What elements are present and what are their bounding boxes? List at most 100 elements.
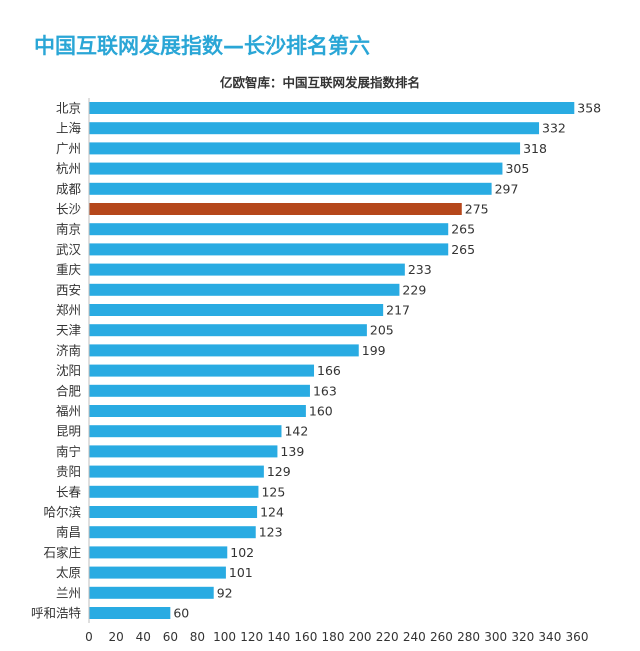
bar-9: [89, 283, 400, 296]
value-labels-group: 358 332 318 305 297 275 265 265 233 229 217 205 199 1…: [173, 101, 601, 621]
value-label: 129: [267, 464, 291, 479]
category-label: 长沙: [56, 202, 82, 217]
bar-18: [89, 465, 264, 478]
bar-3: [89, 162, 503, 175]
value-label: 233: [408, 262, 432, 277]
value-label: 160: [309, 404, 333, 419]
category-label: 哈尔滨: [43, 505, 81, 520]
x-tick-label: 220: [376, 630, 399, 644]
value-label: 217: [386, 303, 410, 318]
bar-4: [89, 182, 492, 195]
bar-24: [89, 586, 214, 599]
bar-2: [89, 142, 521, 155]
x-tick-label: 40: [136, 630, 151, 644]
bar-20: [89, 506, 258, 518]
x-tick-label: 60: [163, 630, 178, 644]
value-label: 229: [402, 282, 426, 297]
value-label: 102: [230, 545, 254, 560]
category-label: 重庆: [56, 262, 82, 277]
x-axis: 0 20 40 60 80 100 120 140 160 180 200 220 240 260 280 3…: [85, 98, 588, 644]
x-tick-label: 20: [108, 630, 123, 644]
category-label: 兰州: [56, 585, 81, 600]
category-label: 贵阳: [56, 464, 81, 479]
x-tick-label: 260: [430, 630, 453, 644]
category-label: 上海: [56, 121, 82, 136]
category-label: 北京: [56, 101, 81, 116]
value-label: 318: [523, 141, 547, 156]
bar-13: [89, 364, 315, 377]
x-tick-label: 140: [267, 630, 290, 644]
bar-16: [89, 425, 282, 438]
bar-22: [89, 546, 228, 559]
x-tick-label: 360: [566, 630, 589, 644]
category-label: 昆明: [56, 424, 81, 439]
bar-23: [89, 566, 226, 579]
value-label: 358: [577, 101, 601, 116]
category-label: 长春: [56, 484, 82, 499]
bar-14: [89, 384, 310, 397]
value-label: 199: [362, 343, 386, 358]
bar-11: [89, 324, 367, 337]
x-tick-label: 340: [538, 630, 561, 644]
bar-0: [89, 102, 575, 114]
value-label: 275: [465, 202, 489, 217]
value-label: 60: [173, 606, 189, 621]
value-label: 125: [261, 484, 285, 499]
chart-title: 中国互联网发展指数—长沙排名第六: [34, 34, 370, 58]
value-label: 166: [317, 363, 341, 378]
value-label: 265: [451, 242, 475, 257]
category-label: 南昌: [56, 525, 81, 540]
value-label: 123: [259, 525, 283, 540]
bar-19: [89, 485, 259, 498]
category-label: 呼和浩特: [31, 606, 81, 621]
x-tick-label: 320: [511, 630, 534, 644]
x-tick-label: 280: [457, 630, 480, 644]
x-tick-label: 240: [403, 630, 426, 644]
x-tick-label: 120: [240, 630, 263, 644]
bar-5: [89, 203, 462, 215]
category-label: 福州: [56, 404, 81, 419]
category-label: 成都: [56, 181, 82, 196]
value-label: 297: [495, 181, 519, 196]
bars-group: [89, 102, 575, 619]
bar-25: [89, 607, 171, 619]
category-labels-group: 北京上海广州杭州成都长沙南京武汉重庆西安郑州天津济南沈阳合肥福州昆明南宁贵阳长春…: [31, 101, 82, 621]
bar-15: [89, 405, 306, 417]
bar-21: [89, 526, 256, 539]
value-label: 332: [542, 121, 566, 136]
category-label: 沈阳: [56, 363, 81, 378]
value-label: 139: [280, 444, 304, 459]
x-tick-label: 200: [349, 630, 372, 644]
bar-12: [89, 344, 359, 357]
bar-17: [89, 445, 278, 458]
x-tick-label: 100: [213, 630, 236, 644]
category-label: 南宁: [56, 444, 81, 459]
category-label: 广州: [56, 141, 81, 156]
category-label: 武汉: [56, 242, 82, 257]
value-label: 305: [505, 161, 529, 176]
category-label: 天津: [56, 323, 81, 338]
x-tick-label: 80: [190, 630, 205, 644]
value-label: 265: [451, 222, 475, 237]
category-label: 石家庄: [43, 545, 81, 560]
value-label: 101: [229, 565, 253, 580]
category-label: 济南: [56, 343, 81, 358]
category-label: 南京: [56, 222, 81, 237]
value-label: 92: [217, 585, 233, 600]
category-label: 太原: [56, 565, 81, 580]
chart-subtitle: 亿欧智库：中国互联网发展指数排名: [219, 75, 420, 90]
value-label: 205: [370, 323, 394, 338]
category-label: 杭州: [56, 161, 81, 176]
category-label: 西安: [56, 282, 81, 297]
value-label: 142: [284, 424, 308, 439]
value-label: 124: [260, 505, 284, 520]
bar-8: [89, 263, 405, 276]
bar-10: [89, 304, 384, 316]
category-label: 郑州: [56, 303, 81, 318]
x-tick-label: 300: [484, 630, 507, 644]
x-tick-label: 180: [322, 630, 345, 644]
bar-1: [89, 122, 540, 135]
category-label: 合肥: [56, 383, 82, 398]
x-tick-label: 160: [294, 630, 317, 644]
